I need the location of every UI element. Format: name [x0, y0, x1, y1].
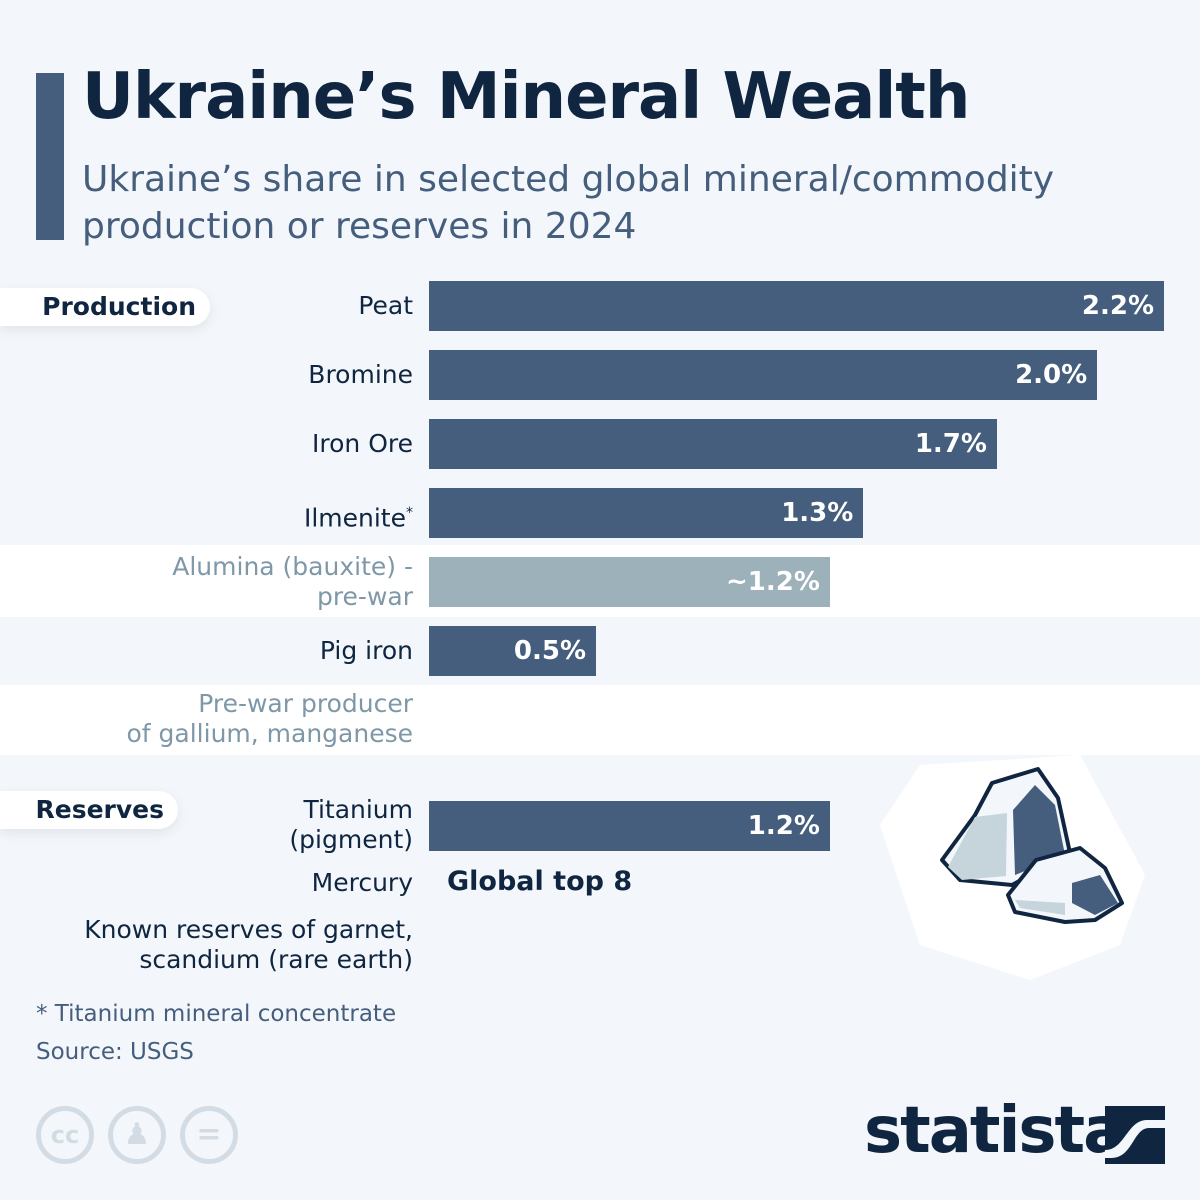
footnote: * Titanium mineral concentrate [36, 1001, 397, 1027]
footnote-marker: * [406, 505, 413, 521]
section-label-production: Production [0, 288, 210, 326]
chart-title: Ukraine’s Mineral Wealth [82, 60, 970, 134]
bar-ilmenite-: 1.3% [429, 488, 864, 538]
bar-peat: 2.2% [429, 281, 1164, 331]
data-label: 1.7% [914, 429, 987, 459]
data-label: 1.3% [781, 498, 854, 528]
no-derivatives-icon[interactable]: = [180, 1106, 238, 1164]
bar-iron-ore: 1.7% [429, 419, 997, 469]
category-label: Bromine [308, 360, 413, 389]
note-line: of gallium, manganese [126, 719, 414, 748]
category-label-line: pre-war [316, 582, 413, 611]
category-label: Peat [358, 291, 413, 320]
section-label-reserves: Reserves [0, 791, 178, 829]
note-line: Pre-war producer [198, 689, 413, 718]
category-label-line: Known reserves of garnet, [84, 915, 413, 944]
category-label: Ilmenite* [304, 498, 413, 533]
category-label: Iron Ore [312, 429, 413, 458]
bar-alumina-bauxite-pre-war: ~1.2% [429, 557, 830, 607]
category-label-line: Titanium [303, 795, 413, 824]
source: Source: USGS [36, 1039, 194, 1065]
category-label: Pig iron [319, 636, 413, 665]
pre-war-note: Pre-war producer of gallium, manganese [127, 689, 414, 749]
pre-war-band [0, 685, 1200, 755]
bar-pig-iron: 0.5% [429, 626, 597, 676]
bar-bromine: 2.0% [429, 350, 1098, 400]
data-label: 0.5% [513, 636, 587, 666]
creative-commons-icon[interactable]: cc [36, 1106, 94, 1164]
category-label-line: scandium (rare earth) [139, 945, 413, 974]
statista-logo-icon [1105, 1106, 1165, 1168]
data-label: 1.2% [747, 811, 820, 841]
category-label: Alumina (bauxite) - pre-war [172, 552, 413, 612]
minerals-illustration [880, 755, 1150, 984]
category-label: Mercury [311, 868, 413, 897]
title-accent-bar [36, 73, 64, 240]
attribution-icon[interactable]: ♟ [108, 1106, 166, 1164]
statista-logo[interactable]: statista [864, 1094, 1126, 1168]
category-label: Titanium (pigment) [289, 795, 413, 855]
data-label: 2.0% [1015, 360, 1088, 390]
mercury-value: Global top 8 [447, 866, 633, 897]
chart-subtitle: Ukraine’s share in selected global miner… [82, 159, 1055, 247]
category-label-text: Ilmenite [303, 503, 406, 533]
data-label: ~1.2% [726, 567, 820, 597]
category-label: Known reserves of garnet, scandium (rare … [84, 915, 413, 975]
data-label: 2.2% [1081, 291, 1154, 321]
bar-titanium-pigment-: 1.2% [429, 801, 830, 851]
category-label-line: (pigment) [289, 825, 413, 854]
category-label-line: Alumina (bauxite) - [172, 552, 413, 581]
